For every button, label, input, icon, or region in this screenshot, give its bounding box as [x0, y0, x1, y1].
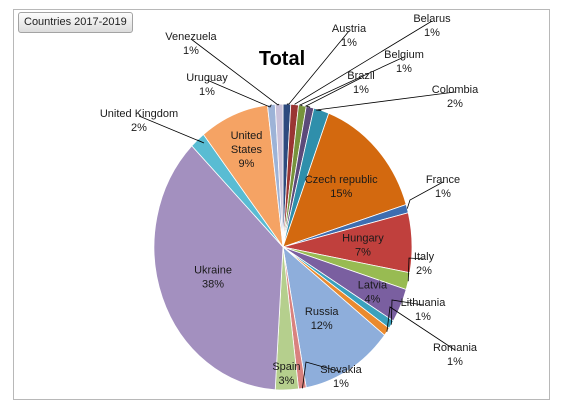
- chart-title: Total: [259, 48, 305, 70]
- data-label-czech-republic: Czech republic 15%: [305, 174, 378, 200]
- leader-line-venezuela: [190, 38, 280, 106]
- data-label-belarus: Belarus 1%: [413, 13, 451, 39]
- data-label-russia: Russia 12%: [305, 306, 340, 332]
- leader-line-colombia: [315, 91, 456, 111]
- data-label-austria: Austria 1%: [332, 23, 367, 49]
- data-label-brazil: Brazil 1%: [347, 70, 375, 96]
- data-label-latvia: Latvia 4%: [358, 280, 388, 306]
- data-label-hungary: Hungary 7%: [342, 232, 384, 258]
- data-label-spain: Spain 3%: [272, 361, 300, 387]
- leader-line-lithuania: [390, 299, 424, 325]
- leader-line-belgium: [298, 56, 405, 107]
- pie-slice-ukraine: [153, 145, 284, 391]
- data-label-slovakia: Slovakia 1%: [320, 364, 362, 390]
- pie-slice-czech-republic: [282, 112, 407, 248]
- data-label-lithuania: Lithuania 1%: [401, 297, 447, 323]
- data-label-ukraine: Ukraine 38%: [194, 264, 232, 290]
- leader-line-austria: [286, 30, 350, 105]
- leader-line-united-kingdom: [138, 115, 205, 144]
- data-label-united-states: United States 9%: [231, 130, 263, 170]
- data-label-belgium: Belgium 1%: [384, 49, 424, 75]
- countries-filter-button[interactable]: Countries 2017-2019: [18, 12, 133, 33]
- pie-slice-russia: [282, 245, 386, 389]
- data-label-france: France 1%: [426, 174, 460, 200]
- leader-line-romania: [386, 306, 456, 351]
- data-label-venezuela: Venezuela 1%: [165, 31, 217, 57]
- leader-line-uruguay: [206, 79, 272, 108]
- data-label-italy: Italy 2%: [414, 251, 435, 277]
- leader-line-brazil: [304, 77, 362, 108]
- leader-line-italy: [407, 257, 425, 282]
- leader-line-france: [406, 181, 444, 209]
- data-label-united-kingdom: United Kingdom 2%: [100, 108, 178, 134]
- data-label-romania: Romania 1%: [433, 342, 478, 368]
- data-label-colombia: Colombia 2%: [432, 84, 479, 110]
- leader-line-belarus: [294, 20, 433, 105]
- leader-line-slovakia: [302, 361, 342, 389]
- data-label-uruguay: Uruguay 1%: [186, 72, 228, 98]
